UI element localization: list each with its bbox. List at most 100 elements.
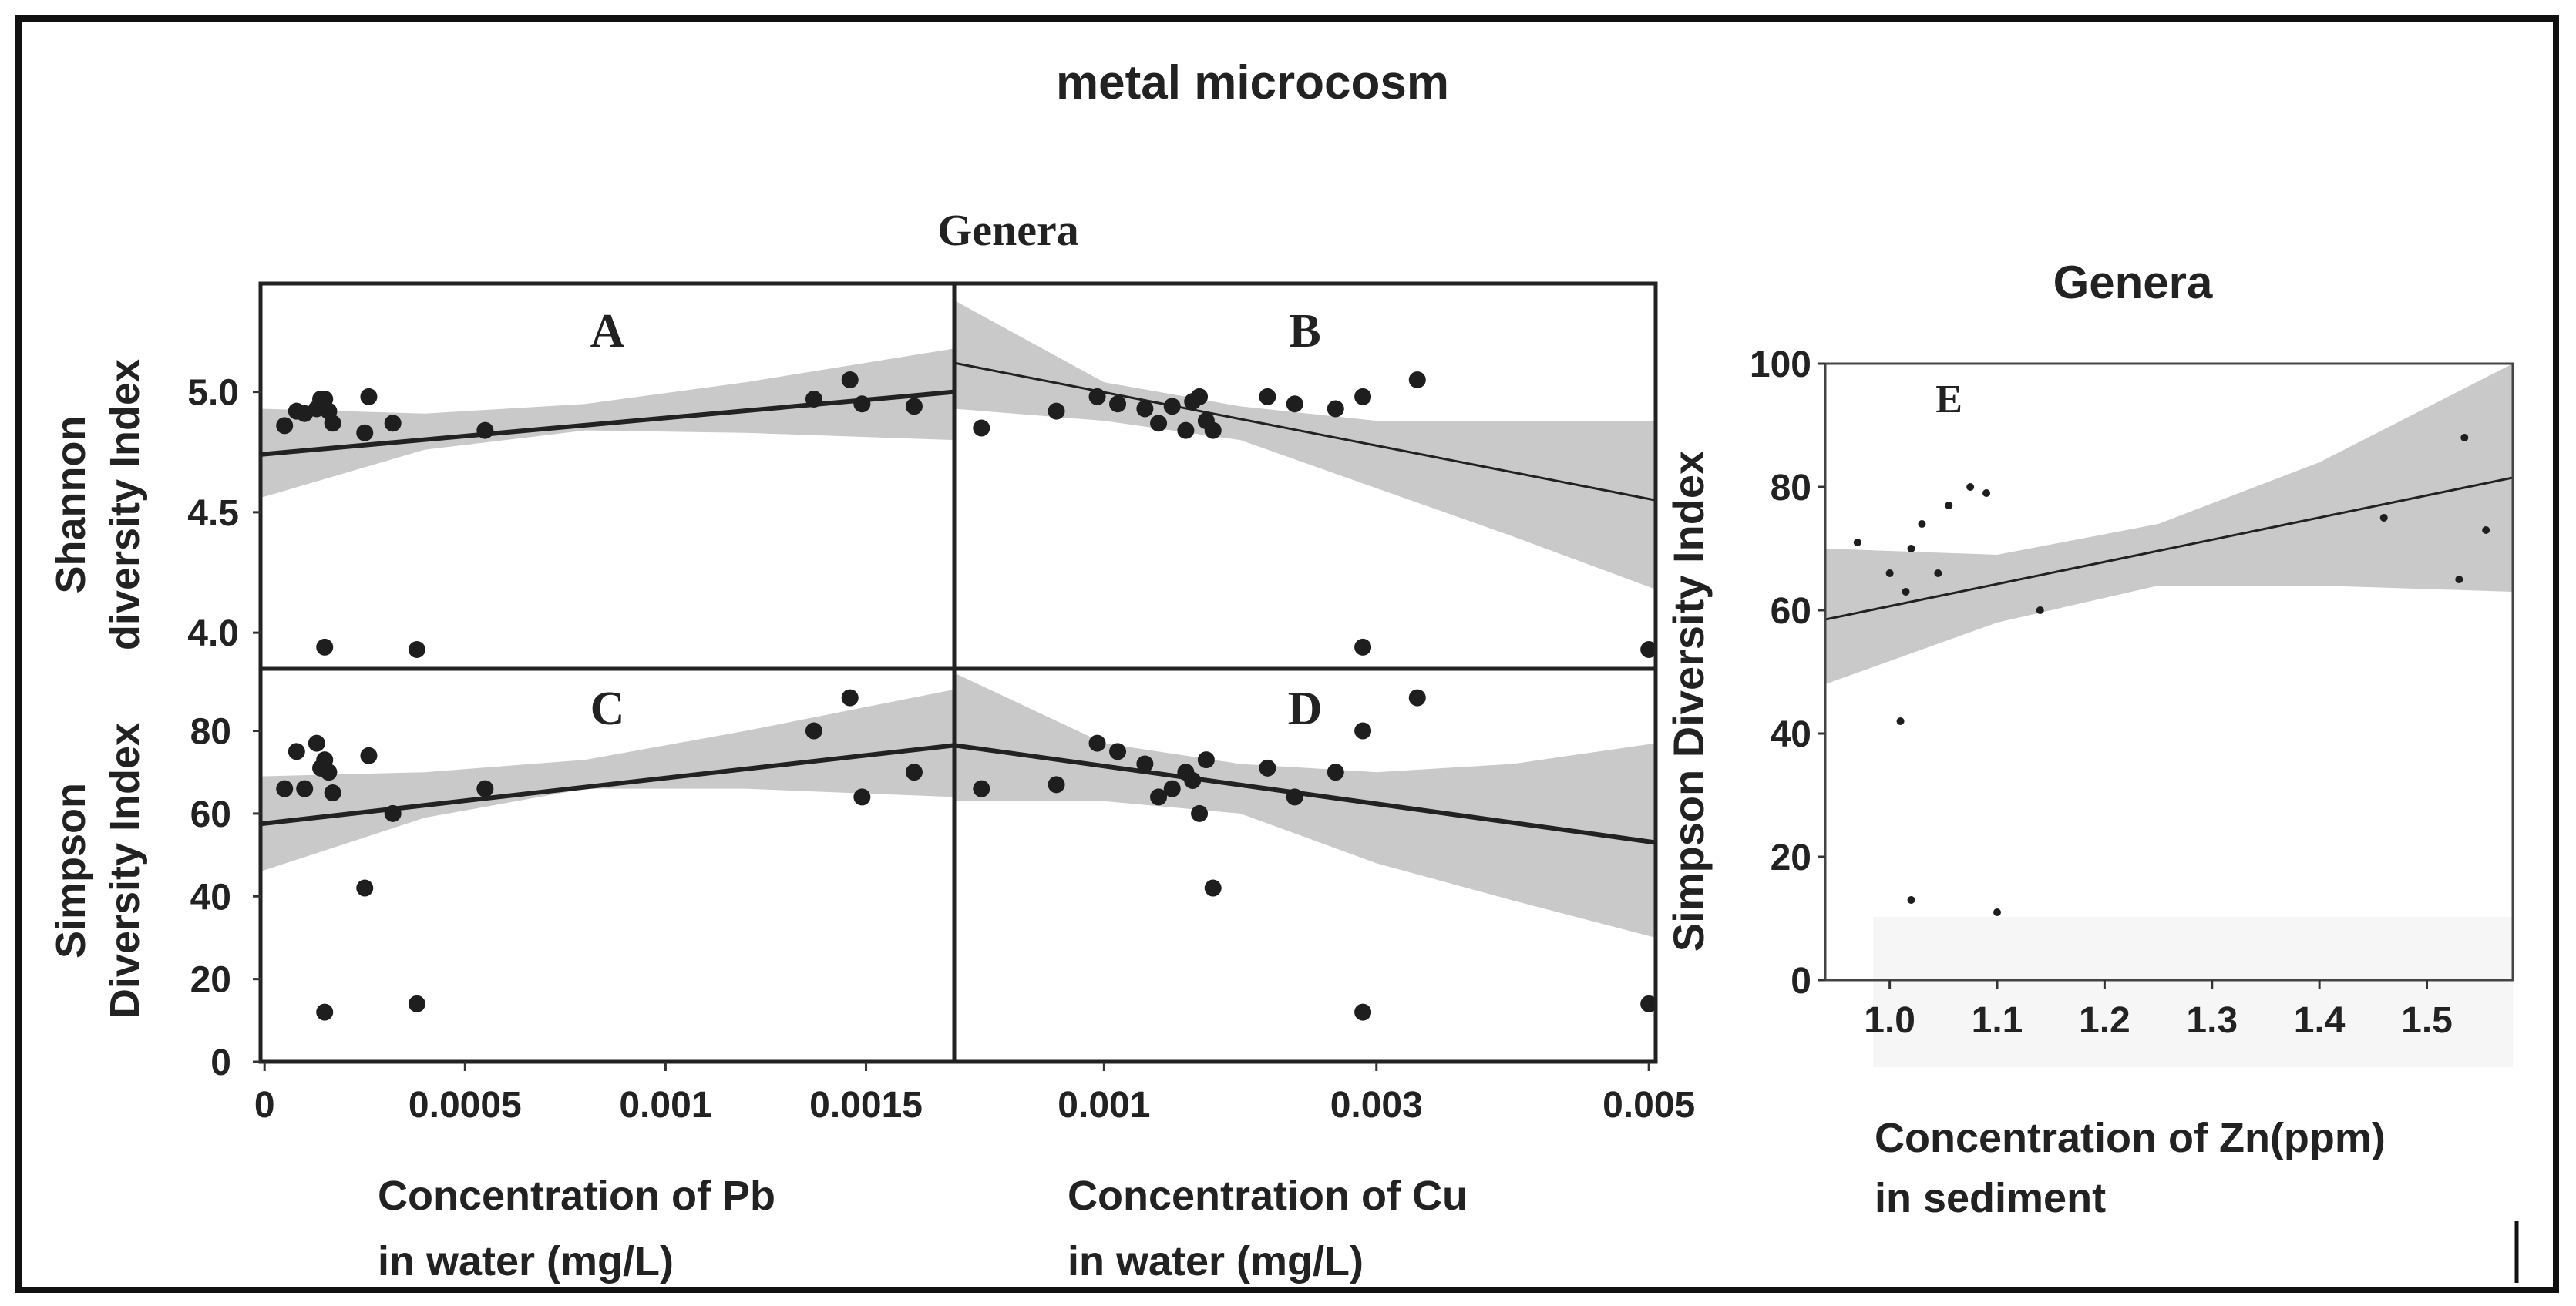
panel-d-label: D — [1288, 683, 1323, 735]
panel-e-ytick-label: 40 — [1771, 714, 1811, 755]
panel-d-confidence-band — [954, 673, 1656, 938]
simpson-ylabel-left: Simpson Diversity Index — [48, 723, 148, 1019]
panel-b-point — [1191, 388, 1209, 405]
panel-b-point — [1109, 395, 1127, 413]
panel-c-ytick-label: 40 — [190, 877, 231, 918]
panel-b-point — [1163, 398, 1181, 415]
panel-e-point — [2482, 526, 2490, 534]
figure-title: metal microcosm — [1056, 56, 1449, 109]
simpson-ylabel-line1: Simpson — [48, 783, 94, 959]
panel-b-fit-line — [954, 361, 1656, 502]
panel-a: A 4.0 4.5 5.0 — [187, 281, 957, 671]
panel-c-confidence-band — [261, 689, 954, 872]
panel-d-fit-line — [954, 743, 1656, 845]
panel-c-point — [805, 722, 822, 740]
panel-d-point — [1204, 879, 1222, 897]
panel-b: B — [952, 281, 1658, 671]
panel-e-xtick-label: 1.1 — [1972, 1000, 2023, 1041]
panel-b-point — [1048, 402, 1065, 420]
panel-e-ytick-label: 20 — [1771, 838, 1811, 878]
pb-xlabel-line1: Concentration of Pb — [378, 1173, 775, 1219]
panel-e-point — [2455, 576, 2463, 583]
panel-c-fit-line — [261, 743, 954, 827]
pb-xlabel: Concentration of Pb in water (mg/L) — [378, 1173, 775, 1284]
panel-e-point — [1945, 502, 1953, 509]
panel-c-point — [384, 804, 402, 822]
panel-c-xtick-label: 0 — [254, 1085, 275, 1126]
panel-d-point — [1088, 734, 1106, 752]
panel-c-point — [476, 780, 494, 797]
panel-b-point — [1150, 415, 1168, 432]
panel-d-point — [1259, 759, 1276, 777]
panel-a-point — [276, 417, 294, 435]
panel-e-confidence-band — [1825, 364, 2513, 684]
panel-c-point — [360, 747, 378, 764]
panel-a-point — [324, 415, 341, 432]
panel-e-point — [1982, 489, 1991, 497]
panel-e: E 0 20 40 60 80 100 1.0 1.1 1.2 1.3 1.4 1.5 — [1750, 344, 2514, 1067]
panel-c-point — [316, 1003, 334, 1021]
cu-xlabel-line2: in water (mg/L) — [1068, 1238, 1364, 1284]
simpson-ylabel-line2: Diversity Index — [102, 723, 148, 1019]
panel-d-point — [1184, 771, 1202, 789]
panel-d-point — [973, 780, 990, 797]
zn-xlabel-line1: Concentration of Zn(ppm) — [1875, 1115, 2386, 1161]
panel-e-xtick-label: 1.4 — [2294, 1000, 2346, 1041]
panel-c-point — [296, 780, 314, 797]
panel-c-ytick-label: 60 — [190, 794, 231, 835]
panel-c-point — [320, 764, 338, 781]
panel-d-point — [1640, 995, 1658, 1012]
panel-d-xtick-label: 0.001 — [1058, 1085, 1150, 1126]
panel-a-point — [316, 638, 334, 656]
panel-d-point — [1286, 788, 1303, 806]
panel-e-point — [1902, 588, 1910, 596]
panel-c-point — [905, 764, 923, 781]
pb-xlabel-line2: in water (mg/L) — [378, 1238, 674, 1284]
panel-a-label: A — [590, 305, 625, 358]
panel-a-point — [841, 371, 859, 388]
panel-e-point — [1993, 908, 2001, 916]
panel-c-xtick-label: 0.001 — [619, 1085, 711, 1126]
panel-c-point — [841, 689, 859, 707]
right-group-title: Genera — [2053, 257, 2213, 308]
panel-d-point — [1163, 780, 1181, 797]
zn-xlabel: Concentration of Zn(ppm) in sediment — [1875, 1115, 2386, 1221]
panel-e-ylabel: Simpson Diversity Index — [1664, 451, 1713, 952]
panel-c-point — [276, 780, 294, 797]
panel-e-frame — [1824, 362, 2514, 982]
panel-d-xtick-label: 0.003 — [1330, 1085, 1423, 1126]
left-group-title: Genera — [937, 205, 1079, 255]
panel-c-point — [853, 788, 871, 806]
panel-a-point — [408, 641, 425, 658]
panel-e-point — [2036, 606, 2044, 614]
panel-e-point — [2460, 434, 2469, 441]
panel-b-point — [1640, 641, 1658, 658]
panel-a-point — [476, 421, 494, 439]
panel-a-point — [384, 415, 402, 432]
cu-xlabel: Concentration of Cu in water (mg/L) — [1068, 1173, 1468, 1284]
panel-a-fit-line — [261, 389, 954, 457]
panel-e-xtick-label: 1.0 — [1864, 1000, 1915, 1041]
panel-e-ytick-label: 0 — [1791, 961, 1811, 1002]
panel-a-point — [356, 424, 374, 441]
panel-d-point — [1327, 764, 1344, 781]
panel-b-label: B — [1289, 305, 1320, 358]
panel-b-point — [1204, 421, 1222, 439]
panel-e-fit-line — [1825, 476, 2513, 621]
panel-e-point — [1896, 717, 1905, 725]
panel-b-point — [1259, 388, 1276, 405]
panel-d-frame — [952, 666, 1658, 1064]
panel-e-point — [1966, 483, 1975, 491]
panel-e-label: E — [1935, 378, 1962, 421]
panel-b-point — [1286, 395, 1303, 413]
panel-b-point — [973, 419, 990, 437]
panel-e-point — [1885, 569, 1894, 577]
panel-c-xtick-label: 0.0005 — [409, 1085, 522, 1126]
panel-b-point — [1136, 400, 1154, 418]
panel-d-point — [1408, 689, 1426, 707]
panel-e-point — [1853, 539, 1861, 546]
panel-b-confidence-band — [954, 300, 1656, 589]
panel-e-xtick-label: 1.5 — [2401, 1000, 2453, 1041]
panel-c-point — [288, 743, 305, 760]
